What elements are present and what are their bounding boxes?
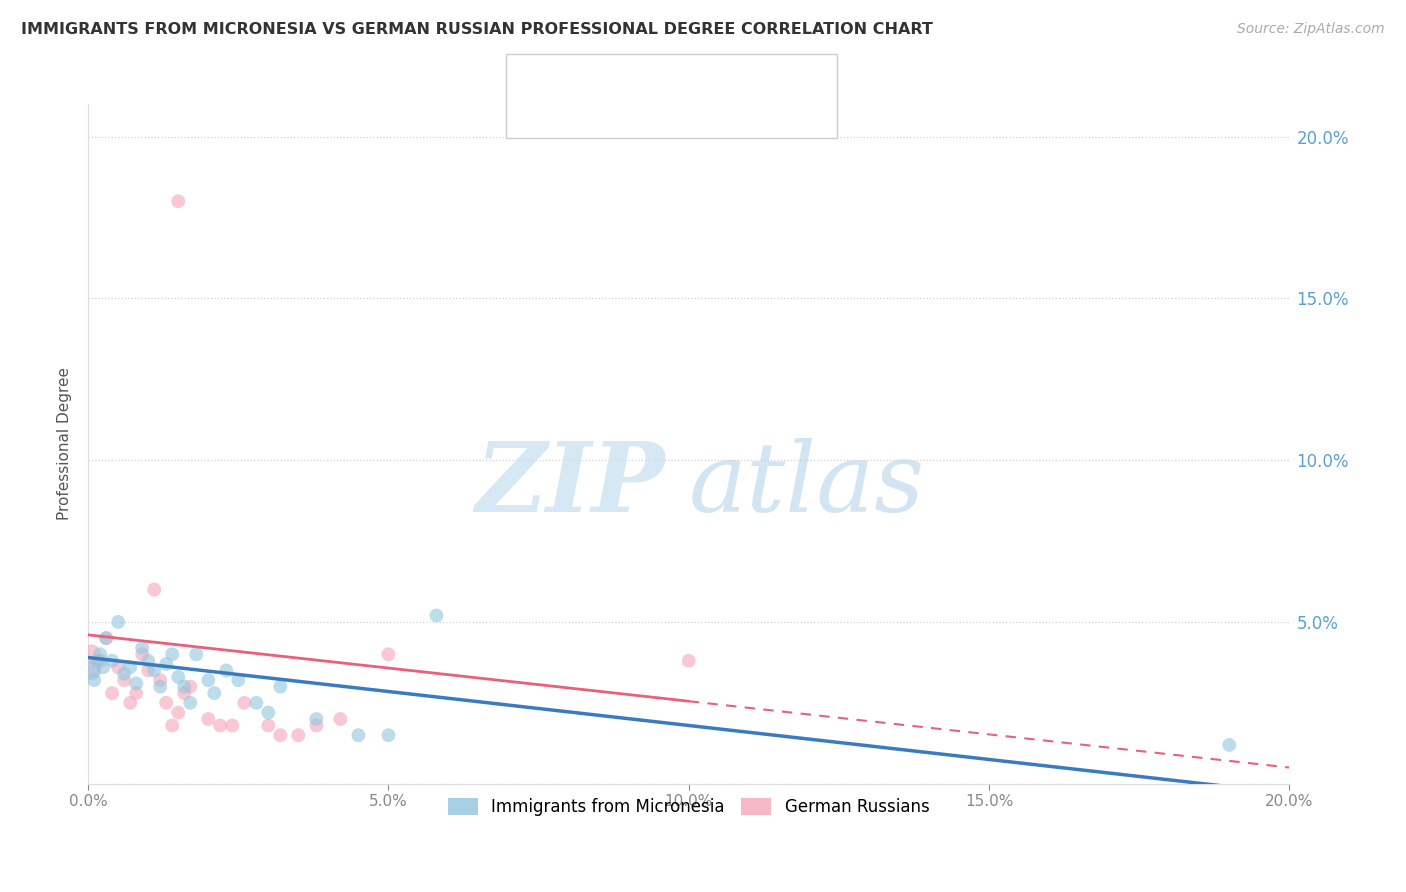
Point [377,728,399,742]
Point [162,648,184,662]
Point [305,718,328,732]
Text: Source: ZipAtlas.com: Source: ZipAtlas.com [1237,22,1385,37]
Point [377,648,399,662]
Point [269,728,291,742]
Y-axis label: Professional Degree: Professional Degree [58,368,72,520]
Text: 30: 30 [720,103,742,120]
Point [96,631,118,645]
Point [80,648,103,662]
Point [329,712,352,726]
Point [143,664,166,678]
Point [83,673,105,688]
Text: N =: N = [682,65,718,83]
Point [305,712,328,726]
Point [197,712,219,726]
Point [173,680,195,694]
Text: R =: R = [560,65,596,83]
Point [80,664,103,678]
Point [215,664,238,678]
Point [179,680,201,694]
Text: N =: N = [682,103,718,120]
Point [149,680,172,694]
Point [86,654,108,668]
Point [112,673,135,688]
Point [167,670,190,684]
Point [149,673,172,688]
Point [186,648,208,662]
Point [287,728,309,742]
Point [136,654,159,668]
Legend: Immigrants from Micronesia, German Russians: Immigrants from Micronesia, German Russi… [441,791,936,823]
Point [107,660,129,674]
Point [269,680,291,694]
Point [112,666,135,681]
Text: -0.394: -0.394 [599,65,658,83]
Point [197,673,219,688]
Point [91,660,114,674]
Point [120,696,142,710]
Text: IMMIGRANTS FROM MICRONESIA VS GERMAN RUSSIAN PROFESSIONAL DEGREE CORRELATION CHA: IMMIGRANTS FROM MICRONESIA VS GERMAN RUS… [21,22,934,37]
Point [257,706,280,720]
Text: R =: R = [560,103,596,120]
Point [143,582,166,597]
Point [131,648,153,662]
Point [167,706,190,720]
Point [136,664,159,678]
Point [101,686,124,700]
Point [257,718,280,732]
Point [173,686,195,700]
Point [221,718,243,732]
Point [155,696,177,710]
Point [89,648,111,662]
Text: ZIP: ZIP [475,438,665,532]
Point [678,654,700,668]
Point [120,660,142,674]
Point [162,718,184,732]
Point [125,686,148,700]
Point [425,608,447,623]
Point [167,194,190,209]
Text: -0.153: -0.153 [599,103,658,120]
Point [226,673,249,688]
Point [233,696,256,710]
Point [101,654,124,668]
Point [347,728,370,742]
Point [125,676,148,690]
Point [209,718,232,732]
Text: atlas: atlas [689,438,925,532]
Point [83,664,105,678]
Point [1218,738,1240,752]
Point [245,696,267,710]
Point [89,654,111,668]
Point [202,686,225,700]
Text: 33: 33 [720,65,744,83]
Point [131,640,153,655]
Point [96,631,118,645]
Point [107,615,129,629]
Point [179,696,201,710]
Point [155,657,177,671]
